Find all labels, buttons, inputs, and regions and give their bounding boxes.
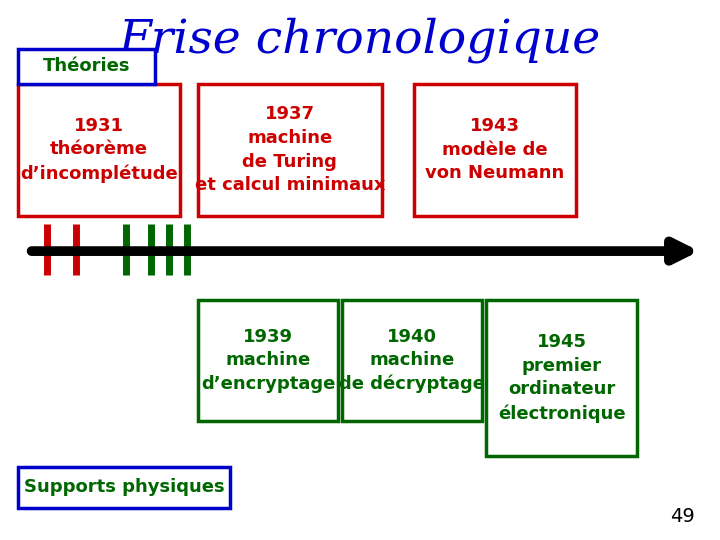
FancyBboxPatch shape [18,84,180,216]
FancyBboxPatch shape [18,49,155,84]
Text: Frise chronologique: Frise chronologique [119,18,601,63]
Text: 1939
machine
d’encryptage: 1939 machine d’encryptage [201,328,336,393]
FancyBboxPatch shape [414,84,576,216]
FancyBboxPatch shape [198,300,338,421]
FancyBboxPatch shape [198,84,382,216]
Text: 49: 49 [670,508,695,526]
Text: Supports physiques: Supports physiques [24,478,225,496]
Text: 1945
premier
ordinateur
électronique: 1945 premier ordinateur électronique [498,333,626,423]
Text: 1943
modèle de
von Neumann: 1943 modèle de von Neumann [426,117,564,183]
Text: 1940
machine
de décryptage: 1940 machine de décryptage [339,327,485,394]
FancyBboxPatch shape [342,300,482,421]
Text: 1937
machine
de Turing
et calcul minimaux: 1937 machine de Turing et calcul minimau… [194,105,385,194]
Text: Théories: Théories [42,57,130,75]
FancyBboxPatch shape [18,467,230,508]
Text: 1931
théorème
d’incomplétude: 1931 théorème d’incomplétude [20,117,178,183]
FancyBboxPatch shape [486,300,637,456]
